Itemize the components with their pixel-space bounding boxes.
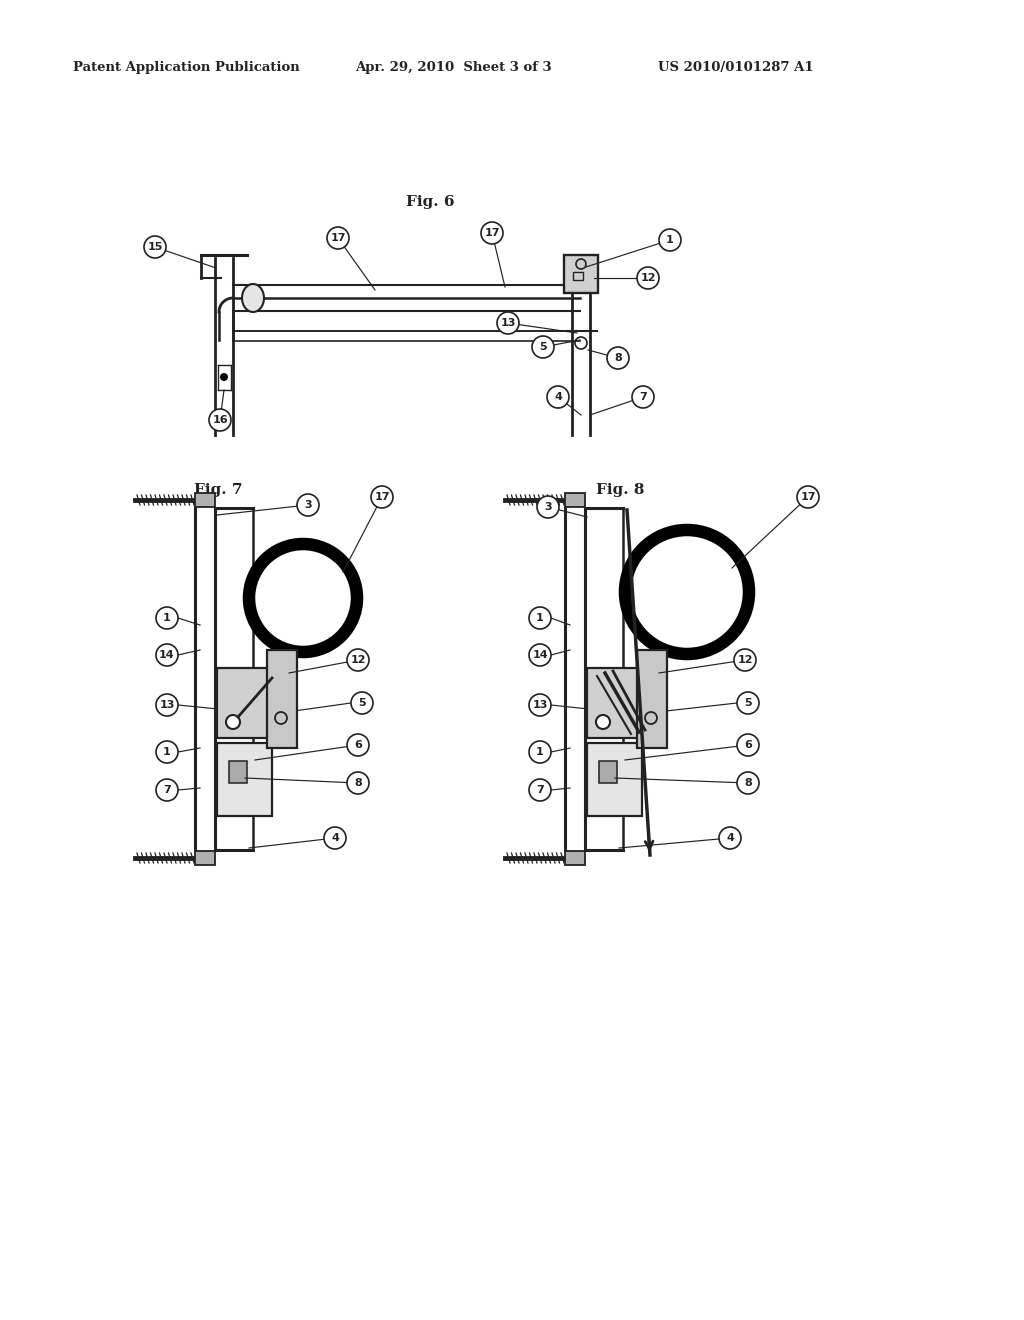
Text: 17: 17 <box>800 492 816 502</box>
Circle shape <box>537 496 559 517</box>
Text: 14: 14 <box>532 649 548 660</box>
Text: 17: 17 <box>374 492 390 502</box>
Circle shape <box>737 692 759 714</box>
Text: 7: 7 <box>639 392 647 403</box>
Text: Fig. 8: Fig. 8 <box>596 483 644 498</box>
Circle shape <box>347 772 369 795</box>
Bar <box>637 649 667 748</box>
Circle shape <box>797 486 819 508</box>
Ellipse shape <box>242 284 264 312</box>
Text: 17: 17 <box>484 228 500 238</box>
Circle shape <box>625 531 749 653</box>
Bar <box>565 492 585 507</box>
Text: 12: 12 <box>350 655 366 665</box>
Circle shape <box>347 649 369 671</box>
Circle shape <box>607 347 629 370</box>
Text: 8: 8 <box>354 777 361 788</box>
Text: 3: 3 <box>544 502 552 512</box>
Text: 4: 4 <box>331 833 339 843</box>
Circle shape <box>226 715 240 729</box>
Text: 12: 12 <box>737 655 753 665</box>
Text: 5: 5 <box>358 698 366 708</box>
Bar <box>217 743 272 816</box>
Text: 4: 4 <box>726 833 734 843</box>
Circle shape <box>297 494 319 516</box>
Text: 17: 17 <box>331 234 346 243</box>
Circle shape <box>327 227 349 249</box>
Circle shape <box>529 741 551 763</box>
Bar <box>217 668 279 738</box>
Circle shape <box>659 228 681 251</box>
Text: 15: 15 <box>147 242 163 252</box>
Text: 3: 3 <box>304 500 312 510</box>
Text: 16: 16 <box>212 414 227 425</box>
Text: 1: 1 <box>667 235 674 246</box>
Text: Fig. 7: Fig. 7 <box>194 483 243 498</box>
Bar <box>195 492 215 507</box>
Text: 8: 8 <box>614 352 622 363</box>
Text: 13: 13 <box>501 318 516 327</box>
Circle shape <box>497 312 519 334</box>
Circle shape <box>737 734 759 756</box>
Bar <box>565 851 585 865</box>
Text: 5: 5 <box>744 698 752 708</box>
Circle shape <box>481 222 503 244</box>
Circle shape <box>632 385 654 408</box>
Bar <box>573 272 583 280</box>
Circle shape <box>324 828 346 849</box>
Circle shape <box>144 236 166 257</box>
Circle shape <box>156 694 178 715</box>
Text: 14: 14 <box>159 649 175 660</box>
Text: Fig. 6: Fig. 6 <box>406 195 455 209</box>
Circle shape <box>529 644 551 667</box>
Bar <box>587 743 642 816</box>
Text: 8: 8 <box>744 777 752 788</box>
Circle shape <box>249 544 357 652</box>
Circle shape <box>156 741 178 763</box>
Circle shape <box>547 385 569 408</box>
Circle shape <box>156 779 178 801</box>
Bar <box>564 255 598 293</box>
Text: 7: 7 <box>163 785 171 795</box>
Circle shape <box>529 779 551 801</box>
Circle shape <box>637 267 659 289</box>
Circle shape <box>737 772 759 795</box>
Text: 7: 7 <box>537 785 544 795</box>
Text: 4: 4 <box>554 392 562 403</box>
Text: 6: 6 <box>354 741 361 750</box>
Bar <box>195 851 215 865</box>
Bar <box>229 762 247 783</box>
Text: Apr. 29, 2010  Sheet 3 of 3: Apr. 29, 2010 Sheet 3 of 3 <box>355 62 552 74</box>
Circle shape <box>719 828 741 849</box>
Text: 5: 5 <box>540 342 547 352</box>
Text: 13: 13 <box>160 700 175 710</box>
Text: 6: 6 <box>744 741 752 750</box>
Circle shape <box>156 607 178 630</box>
Bar <box>599 762 617 783</box>
Circle shape <box>220 374 228 381</box>
Circle shape <box>529 607 551 630</box>
Text: 13: 13 <box>532 700 548 710</box>
Circle shape <box>209 409 231 432</box>
Circle shape <box>529 694 551 715</box>
Circle shape <box>156 644 178 667</box>
Text: 1: 1 <box>163 612 171 623</box>
Circle shape <box>734 649 756 671</box>
Circle shape <box>351 692 373 714</box>
Bar <box>267 649 297 748</box>
Circle shape <box>596 715 610 729</box>
Circle shape <box>371 486 393 508</box>
Text: 1: 1 <box>537 747 544 756</box>
Text: US 2010/0101287 A1: US 2010/0101287 A1 <box>658 62 814 74</box>
Text: 1: 1 <box>163 747 171 756</box>
Text: 1: 1 <box>537 612 544 623</box>
Circle shape <box>347 734 369 756</box>
Circle shape <box>532 337 554 358</box>
Text: Patent Application Publication: Patent Application Publication <box>73 62 300 74</box>
Text: 12: 12 <box>640 273 655 282</box>
Bar <box>587 668 649 738</box>
